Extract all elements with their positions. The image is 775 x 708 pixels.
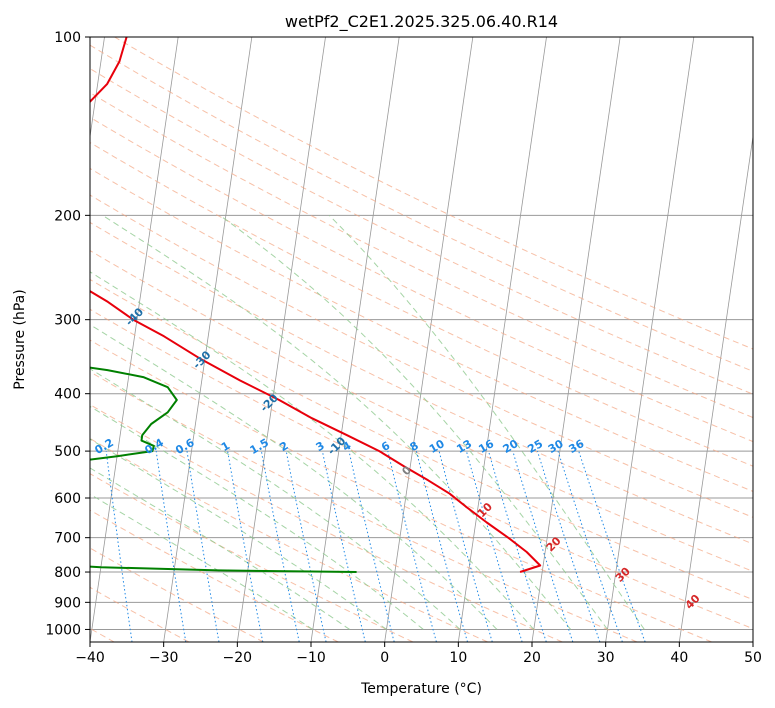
mixing-ratio-line — [348, 450, 395, 642]
y-tick-label: 600 — [54, 491, 81, 507]
y-tick-label: 800 — [54, 565, 81, 581]
x-tick-label: 20 — [523, 650, 541, 666]
dry-adiabat-line — [90, 194, 753, 518]
mixing-ratio-line — [321, 451, 366, 642]
isotherm-gridline — [605, 37, 695, 642]
x-tick-label: 30 — [597, 650, 615, 666]
moist-adiabat-line — [102, 214, 572, 630]
x-tick-label: 50 — [744, 650, 762, 666]
isotherm-gridline — [384, 37, 474, 642]
y-tick-label: 200 — [54, 208, 81, 224]
mixing-ratio-line — [465, 450, 523, 642]
x-axis-label: Temperature (°C) — [360, 681, 482, 697]
moist-adiabat-line — [90, 493, 314, 630]
moist-adiabat-line — [328, 214, 645, 630]
y-tick-label: 400 — [54, 387, 81, 403]
isotherm-gridline — [90, 37, 179, 642]
dry-adiabat-line — [90, 221, 753, 545]
dry-adiabat-line — [90, 141, 753, 467]
y-tick-label: 100 — [54, 30, 81, 46]
moist-adiabat-line — [90, 271, 535, 630]
temperature-profile-line — [90, 37, 542, 573]
dry-adiabat-line — [90, 509, 339, 642]
profile-lines — [90, 37, 542, 573]
x-tick-label: −20 — [223, 650, 253, 666]
x-tick-label: −30 — [149, 650, 179, 666]
dry-adiabat-line — [90, 371, 638, 642]
moist-adiabat-line — [219, 214, 608, 630]
moist-adiabat-line — [90, 368, 461, 630]
mixing-ratio-line — [285, 451, 327, 642]
dry-adiabat-line — [90, 167, 753, 492]
chart-title: wetPf2_C2E1.2025.325.06.40.R14 — [285, 12, 558, 32]
mixing-ratio-line — [415, 450, 468, 642]
x-tick-label: −40 — [75, 650, 105, 666]
y-axis-label: Pressure (hPa) — [12, 289, 28, 389]
dry-adiabat-line — [90, 116, 753, 443]
y-tick-label: 300 — [54, 313, 81, 329]
mixing-ratio-line — [105, 451, 133, 642]
mixing-ratio-line — [260, 451, 300, 642]
moist-adiabat-line — [90, 324, 498, 630]
mixing-ratio-line — [488, 450, 547, 642]
dry-adiabat-line — [90, 308, 753, 630]
dry-adiabat-line — [90, 547, 264, 642]
dry-adiabat-line — [90, 68, 753, 395]
mixing-ratio-line — [557, 450, 623, 642]
dry-adiabat-line — [90, 250, 753, 572]
mixing-ratio-line — [578, 450, 646, 642]
y-tick-label: 700 — [54, 531, 81, 547]
y-tick-label: 500 — [54, 444, 81, 460]
axis-ticks: −40 −30 −20 −10 0 10 20 30 40 50 100 200 300 400 500 60… — [45, 30, 762, 666]
background-lines — [90, 37, 753, 642]
mixing-ratio-line — [387, 450, 437, 642]
mixing-ratio-line — [155, 451, 187, 642]
mixing-ratio-line — [512, 450, 574, 642]
isotherm-gridline — [163, 37, 253, 642]
isotherm-gridline — [457, 37, 547, 642]
x-tick-label: 10 — [449, 650, 467, 666]
y-tick-label: 900 — [54, 595, 81, 611]
y-tick-label: 1000 — [45, 622, 81, 638]
mixing-ratio-line — [537, 450, 601, 642]
isotherm-gridline — [236, 37, 326, 642]
plot-frame — [89, 36, 754, 643]
dry-adiabat-line — [90, 44, 753, 372]
dewpoint-profile-line — [90, 366, 357, 573]
moist-adiabat-line — [90, 438, 387, 630]
x-tick-label: 0 — [380, 650, 389, 666]
x-tick-label: −10 — [296, 650, 326, 666]
dry-adiabat-line — [90, 404, 563, 642]
dry-adiabat-line — [90, 278, 753, 601]
x-tick-label: 40 — [670, 650, 688, 666]
